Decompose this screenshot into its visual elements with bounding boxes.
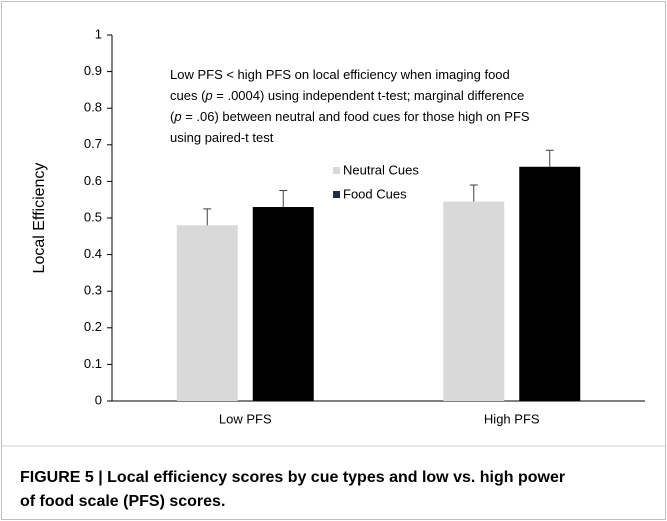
bar — [519, 166, 581, 401]
y-tick-label: 0.7 — [84, 136, 102, 151]
error-bar — [469, 184, 478, 202]
legend-swatch — [333, 167, 340, 174]
x-tick-label: Low PFS — [219, 411, 272, 426]
y-tick-label: 0.1 — [84, 356, 102, 371]
legend-label: Food Cues — [343, 186, 407, 201]
annotation-text: = .0004) using independent t-test; margi… — [213, 88, 525, 103]
legend-swatch — [333, 191, 340, 198]
annotation-text: Low PFS < high PFS on local efficiency w… — [170, 67, 510, 82]
caption-line: FIGURE 5 | Local efficiency scores by cu… — [20, 469, 565, 486]
y-tick-label: 1 — [95, 26, 102, 41]
y-tick-label: 0.9 — [84, 63, 102, 78]
annotation-text: ( — [170, 109, 175, 124]
annotation-text: = .06) between neutral and food cues for… — [182, 109, 530, 124]
bar — [176, 225, 238, 401]
y-tick-label: 0.3 — [84, 283, 102, 298]
x-tick-label: High PFS — [484, 411, 540, 426]
annotation-text: using paired-t test — [170, 130, 274, 145]
y-tick-label: 0.5 — [84, 209, 102, 224]
y-tick-label: 0.2 — [84, 319, 102, 334]
y-tick-label: 0 — [95, 392, 102, 407]
annotation-line: using paired-t test — [170, 130, 274, 145]
legend-label: Neutral Cues — [343, 162, 419, 177]
error-bar — [545, 149, 554, 167]
annotation-line: (p = .06) between neutral and food cues … — [170, 109, 530, 124]
annotation-text: p — [173, 109, 181, 124]
annotation-text: cues ( — [170, 88, 206, 103]
error-bar — [279, 190, 288, 208]
y-tick-label: 0.6 — [84, 173, 102, 188]
caption-line: of food scale (PFS) scores. — [20, 493, 225, 510]
annotation-text: p — [204, 88, 212, 103]
bar — [252, 207, 314, 401]
annotation-line: Low PFS < high PFS on local efficiency w… — [170, 67, 510, 82]
y-tick-label: 0.8 — [84, 100, 102, 115]
bar — [443, 201, 505, 401]
annotation-line: cues (p = .0004) using independent t-tes… — [170, 88, 524, 103]
error-bar — [203, 208, 212, 226]
y-axis-label: Local Efficiency — [31, 163, 48, 274]
y-tick-label: 0.4 — [84, 246, 102, 261]
